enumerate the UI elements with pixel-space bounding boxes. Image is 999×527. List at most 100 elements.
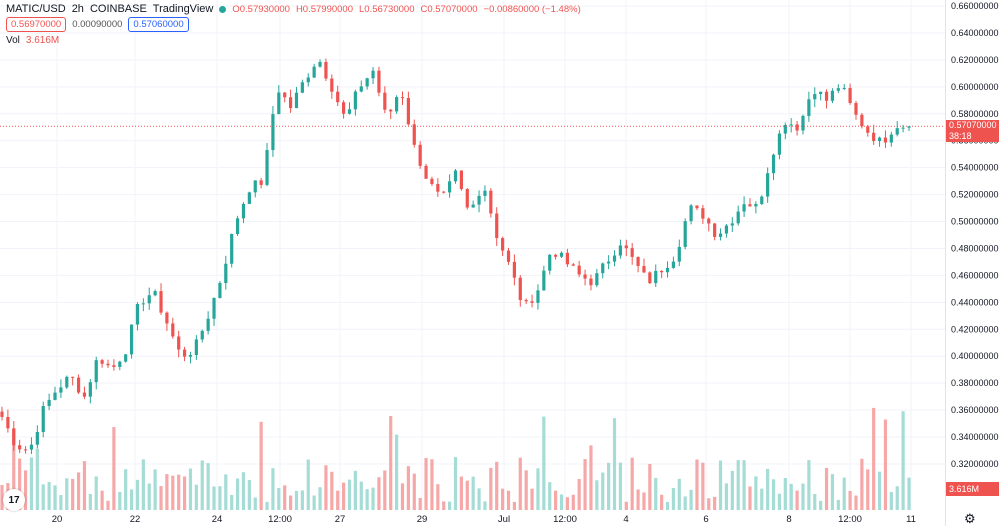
volume-bar: [271, 468, 275, 510]
volume-bar: [872, 407, 876, 510]
volume-bar: [718, 460, 723, 510]
x-tick-label: 6: [703, 514, 708, 525]
volume-bar: [41, 484, 45, 510]
volume-bar: [707, 498, 711, 510]
candle-body: [506, 250, 511, 262]
y-tick-label: 0.58000000: [951, 109, 999, 119]
time-axis[interactable]: 20 22 24 12:00 27 29 Jul 12:00 4 6 8 12:00 11: [52, 514, 916, 525]
x-tick-label: 22: [130, 514, 141, 525]
candle-body: [206, 318, 210, 331]
candle-body: [642, 265, 646, 273]
volume-bar: [883, 419, 888, 510]
candle-body: [0, 411, 4, 417]
y-tick-label: 0.36000000: [951, 405, 999, 415]
volume-bar: [489, 467, 493, 510]
x-tick-label: 12:00: [553, 514, 577, 525]
candle-body: [241, 203, 246, 219]
candle-body: [548, 254, 552, 271]
volume-bar: [277, 488, 281, 510]
candle-body: [135, 304, 140, 325]
volume-bar: [177, 474, 181, 510]
candle-body: [830, 90, 835, 101]
tradingview-logo-icon[interactable]: 17: [3, 489, 25, 511]
candle-body: [247, 192, 251, 204]
volume-bar: [724, 483, 729, 510]
candle-body: [253, 180, 257, 193]
candle-body: [559, 252, 564, 257]
interval[interactable]: 2h: [71, 3, 84, 15]
volume-bar: [754, 476, 758, 510]
candle-body: [112, 365, 116, 367]
x-tick-label: Jul: [498, 514, 510, 525]
volume-bar: [501, 488, 505, 510]
volume-bar: [71, 478, 75, 510]
y-tick-label: 0.34000000: [951, 432, 999, 442]
candle-body: [459, 170, 463, 190]
candle-body: [483, 190, 487, 196]
volume-bar: [336, 490, 340, 510]
volume-legend: Vol 3.616M: [6, 35, 59, 46]
sell-price-button[interactable]: 0.56970000: [6, 17, 67, 32]
volume-bar: [365, 489, 369, 510]
last-price-tag: 0.57070000 38:18: [946, 120, 999, 143]
candle-body: [224, 263, 228, 284]
volume-bar: [318, 487, 322, 510]
gear-icon[interactable]: ⚙: [964, 511, 976, 526]
candle-body: [353, 91, 357, 110]
volume-bar: [795, 490, 799, 510]
candle-body: [524, 300, 528, 302]
candle-body: [819, 91, 823, 95]
volume-bar: [400, 483, 405, 510]
volume-bar: [65, 478, 69, 510]
volume-bar: [412, 473, 416, 510]
volume-bar: [630, 457, 634, 510]
candle-body: [383, 92, 387, 110]
candle-body: [854, 102, 858, 115]
y-tick-label: 0.48000000: [951, 243, 999, 253]
y-tick-label: 0.44000000: [951, 297, 999, 307]
last-volume-tag: 3.616M: [946, 482, 999, 496]
volume-bar: [842, 477, 846, 510]
candle-body: [760, 196, 764, 204]
volume-bar: [495, 461, 499, 510]
volume-bar: [830, 474, 835, 510]
volume-label[interactable]: Vol: [6, 35, 20, 46]
x-tick-label: 12:00: [268, 514, 292, 525]
x-tick-label: 29: [417, 514, 428, 525]
volume-bar: [294, 490, 299, 510]
candle-body: [153, 291, 157, 296]
y-tick-label: 0.64000000: [951, 28, 999, 38]
volume-bar: [642, 492, 646, 510]
y-tick-label: 0.40000000: [951, 351, 999, 361]
candle-body: [129, 324, 134, 355]
candle-body: [65, 376, 69, 388]
candle-body: [365, 78, 369, 87]
volume-bar: [877, 471, 882, 510]
candle-body: [453, 170, 458, 182]
volume-bar: [848, 490, 852, 510]
volume-bar: [683, 496, 687, 510]
price-axis[interactable]: 0.66000000 0.64000000 0.62000000 0.60000000…: [945, 0, 999, 526]
volume-bar: [901, 411, 905, 510]
candle-body: [571, 264, 575, 266]
candle-body: [341, 102, 346, 114]
candle-body: [377, 70, 381, 93]
volume-bar: [554, 490, 558, 510]
market-status-icon: [219, 5, 227, 13]
buy-price-button[interactable]: 0.57060000: [128, 17, 189, 32]
candle-body: [754, 203, 758, 207]
volume-bar: [536, 468, 540, 510]
volume-bar: [230, 494, 234, 510]
ohlc-change: −0.00860000 (−1.48%): [483, 3, 581, 15]
candle-body: [235, 218, 240, 234]
candle-body: [889, 134, 893, 143]
candle-body: [12, 428, 16, 446]
candle-body: [147, 295, 151, 304]
symbol-name[interactable]: MATIC/USD: [6, 3, 66, 15]
x-tick-label: 12:00: [838, 514, 862, 525]
volume-bar: [241, 472, 246, 510]
candle-body: [389, 109, 393, 112]
ohlc-high: H0.57990000: [295, 3, 353, 15]
candle-body: [542, 270, 546, 291]
